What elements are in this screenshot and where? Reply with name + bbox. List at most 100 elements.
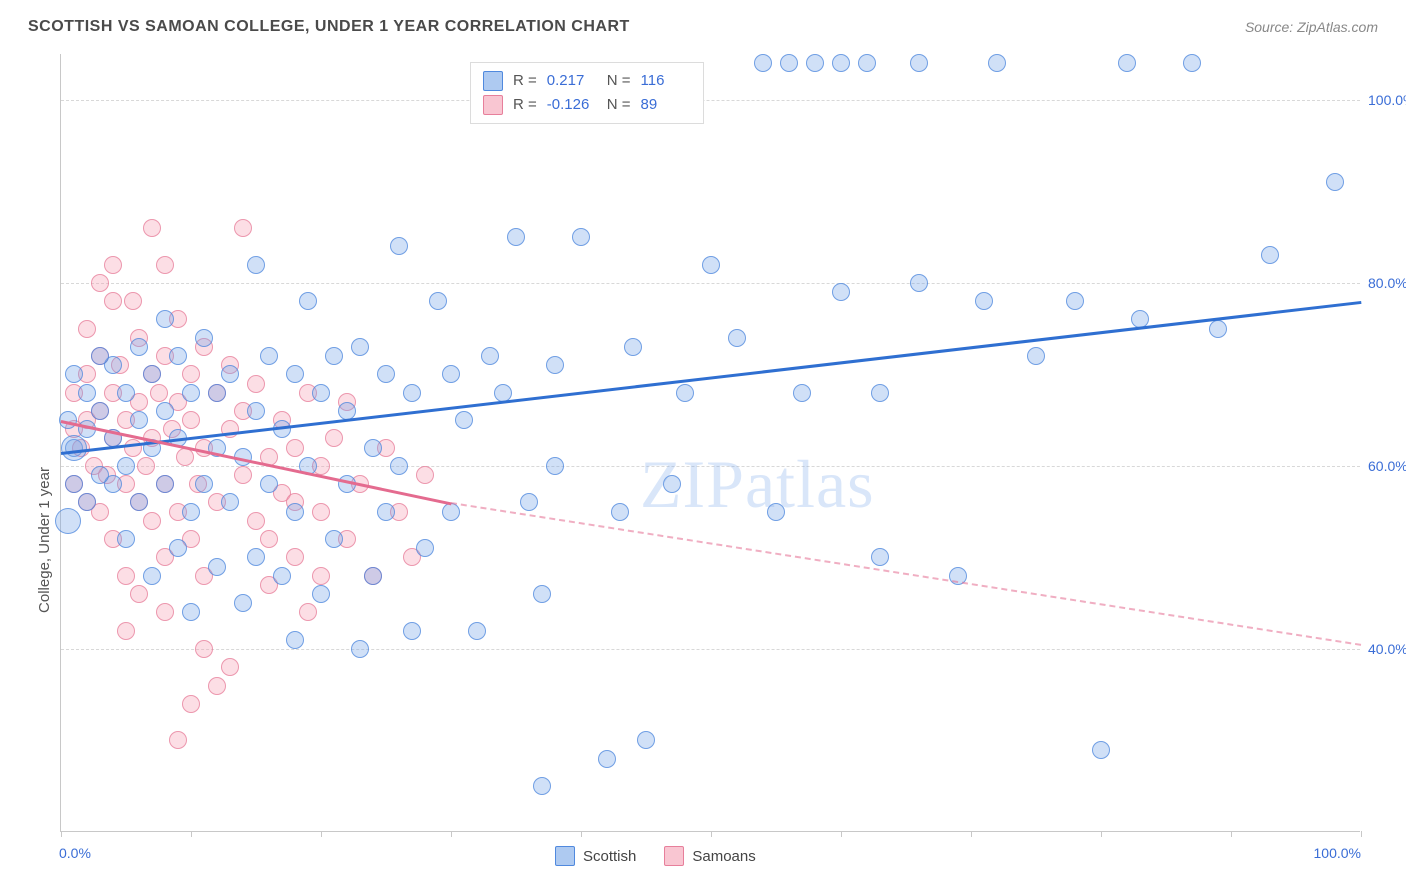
- scottish-point: [299, 292, 317, 310]
- scottish-point: [143, 365, 161, 383]
- legend-item: Samoans: [664, 846, 755, 866]
- scottish-point: [754, 54, 772, 72]
- scottish-point: [1326, 173, 1344, 191]
- scottish-point: [117, 530, 135, 548]
- scottish-point: [91, 466, 109, 484]
- samoan-point: [260, 530, 278, 548]
- correlation-legend: R =0.217N =116R =-0.126N =89: [470, 62, 704, 124]
- samoan-point: [104, 256, 122, 274]
- scottish-point: [910, 54, 928, 72]
- scottish-point: [234, 594, 252, 612]
- scottish-point: [676, 384, 694, 402]
- scottish-point: [117, 384, 135, 402]
- samoan-point: [182, 695, 200, 713]
- scottish-point: [351, 338, 369, 356]
- scottish-point: [143, 567, 161, 585]
- scottish-point: [390, 237, 408, 255]
- scottish-point: [351, 640, 369, 658]
- scottish-point: [546, 356, 564, 374]
- gridline: [61, 100, 1360, 101]
- samoan-point: [156, 256, 174, 274]
- samoan-point: [156, 603, 174, 621]
- plot-area: 40.0%60.0%80.0%100.0%0.0%100.0%: [60, 54, 1360, 832]
- scottish-point: [507, 228, 525, 246]
- scottish-point: [156, 402, 174, 420]
- scottish-point: [429, 292, 447, 310]
- x-tick-mark: [61, 831, 62, 837]
- scottish-point: [975, 292, 993, 310]
- samoan-point: [169, 731, 187, 749]
- x-tick-mark: [841, 831, 842, 837]
- scottish-point: [416, 539, 434, 557]
- chart-container: SCOTTISH VS SAMOAN COLLEGE, UNDER 1 YEAR…: [0, 0, 1406, 892]
- scottish-point: [247, 402, 265, 420]
- scottish-point: [832, 54, 850, 72]
- source-label: Source: ZipAtlas.com: [1245, 19, 1378, 35]
- scottish-point: [55, 508, 81, 534]
- scottish-point: [546, 457, 564, 475]
- samoan-point: [325, 429, 343, 447]
- x-tick-mark: [191, 831, 192, 837]
- scottish-point: [1092, 741, 1110, 759]
- scottish-point: [1209, 320, 1227, 338]
- scottish-point: [169, 347, 187, 365]
- samoan-point: [286, 439, 304, 457]
- scottish-point: [260, 475, 278, 493]
- scottish-point: [273, 567, 291, 585]
- samoan-point: [416, 466, 434, 484]
- scottish-point: [130, 493, 148, 511]
- scottish-point: [468, 622, 486, 640]
- samoan-point: [104, 292, 122, 310]
- scottish-point: [442, 503, 460, 521]
- samoan-point: [150, 384, 168, 402]
- x-tick-mark: [971, 831, 972, 837]
- scottish-point: [377, 365, 395, 383]
- legend-r-label: R =: [513, 93, 537, 117]
- legend-n-value: 89: [641, 93, 691, 117]
- scottish-point: [325, 347, 343, 365]
- scottish-point: [767, 503, 785, 521]
- legend-r-value: 0.217: [547, 69, 597, 93]
- scottish-point: [1261, 246, 1279, 264]
- scottish-point: [247, 548, 265, 566]
- scottish-point: [806, 54, 824, 72]
- samoan-point: [247, 375, 265, 393]
- x-tick-mark: [451, 831, 452, 837]
- scottish-point: [169, 539, 187, 557]
- scottish-point: [208, 558, 226, 576]
- scottish-point: [61, 435, 87, 461]
- x-tick-label: 0.0%: [59, 845, 91, 861]
- scottish-point: [182, 384, 200, 402]
- scottish-point: [312, 384, 330, 402]
- scottish-point: [663, 475, 681, 493]
- trendline: [451, 502, 1361, 646]
- scottish-point: [195, 475, 213, 493]
- x-tick-mark: [711, 831, 712, 837]
- scottish-point: [221, 365, 239, 383]
- samoan-point: [208, 677, 226, 695]
- scottish-point: [390, 457, 408, 475]
- scottish-point: [91, 347, 109, 365]
- y-tick-label: 100.0%: [1368, 92, 1406, 108]
- scottish-point: [1066, 292, 1084, 310]
- samoan-point: [130, 585, 148, 603]
- scottish-point: [403, 622, 421, 640]
- scottish-point: [481, 347, 499, 365]
- samoan-point: [195, 640, 213, 658]
- scottish-point: [1118, 54, 1136, 72]
- scottish-point: [572, 228, 590, 246]
- scottish-point: [65, 365, 83, 383]
- gridline: [61, 466, 1360, 467]
- scottish-point: [442, 365, 460, 383]
- scottish-point: [325, 530, 343, 548]
- scottish-point: [533, 777, 551, 795]
- x-tick-label: 100.0%: [1314, 845, 1361, 861]
- x-tick-mark: [1101, 831, 1102, 837]
- x-tick-mark: [581, 831, 582, 837]
- scottish-point: [520, 493, 538, 511]
- legend-swatch: [555, 846, 575, 866]
- scottish-point: [65, 475, 83, 493]
- scottish-point: [364, 567, 382, 585]
- samoan-point: [312, 503, 330, 521]
- scottish-point: [1027, 347, 1045, 365]
